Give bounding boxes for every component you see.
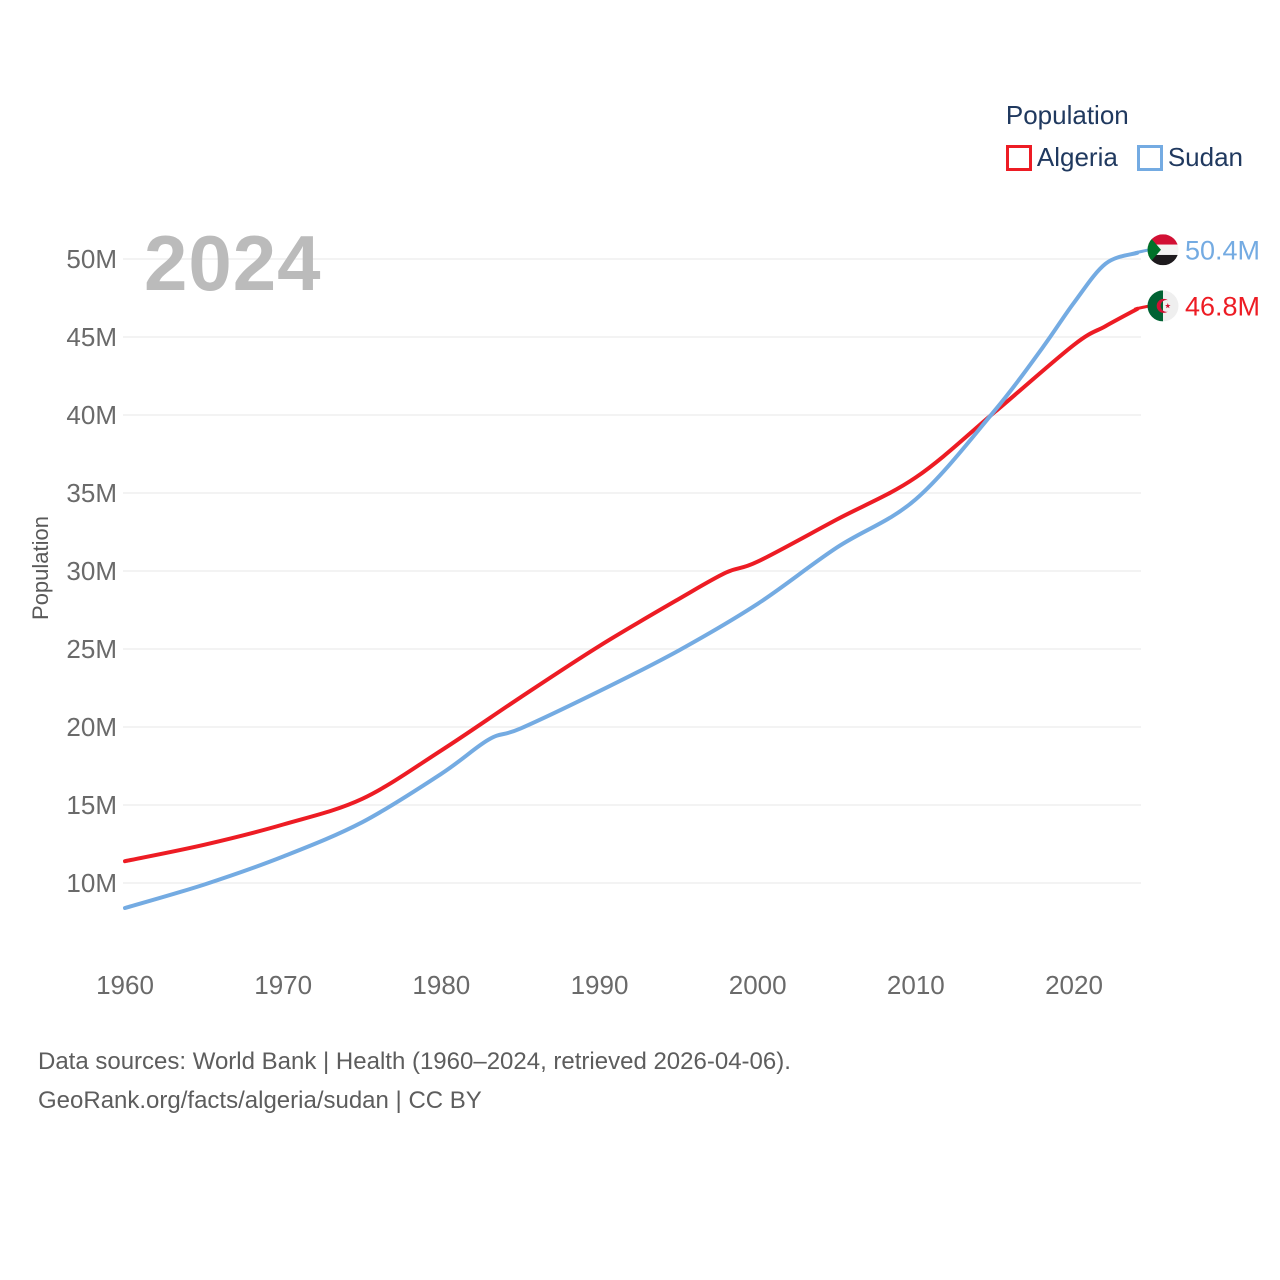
- series-lines: [123, 248, 1151, 910]
- sudan-flag-icon: [1147, 234, 1179, 266]
- x-tick-label: 1960: [96, 970, 154, 1000]
- y-axis-tick-labels: 10M 15M 20M 25M 30M 35M 40M 45M 50M: [66, 244, 117, 898]
- watermark-year: 2024: [144, 219, 322, 307]
- legend-item-algeria[interactable]: Algeria: [1005, 142, 1118, 173]
- y-axis-title: Population: [28, 516, 53, 620]
- algeria-flag-icon: [1147, 290, 1179, 322]
- x-tick-label: 1980: [412, 970, 470, 1000]
- legend-label: Algeria: [1036, 142, 1118, 172]
- legend-item-sudan[interactable]: Sudan: [1136, 142, 1243, 173]
- footer-data-sources: Data sources: World Bank | Health (1960–…: [38, 1048, 791, 1075]
- footer: Data sources: World Bank | Health (1960–…: [38, 1042, 791, 1120]
- y-tick-label: 50M: [66, 244, 117, 274]
- algeria-end-value-label: 46.8M: [1185, 291, 1260, 321]
- legend-swatch-algeria: [1005, 144, 1032, 171]
- x-tick-label: 2010: [887, 970, 945, 1000]
- x-tick-label: 2000: [729, 970, 787, 1000]
- legend-label: Sudan: [1167, 142, 1243, 172]
- gridlines: [123, 258, 1141, 884]
- y-tick-label: 35M: [66, 478, 117, 508]
- legend-title: Population: [1005, 100, 1129, 130]
- sudan-end-value-label: 50.4M: [1185, 235, 1260, 265]
- footer-attribution: GeoRank.org/facts/algeria/sudan | CC BY: [38, 1087, 482, 1114]
- algeria-star: [1165, 303, 1171, 309]
- y-tick-label: 15M: [66, 790, 117, 820]
- y-tick-label: 25M: [66, 634, 117, 664]
- population-line-chart: 10M 15M 20M 25M 30M 35M 40M 45M 50M 1960 1970 1980…: [66, 234, 1260, 1000]
- x-axis-tick-labels: 1960 1970 1980 1990 2000 2010 2020: [96, 970, 1103, 1000]
- y-tick-label: 10M: [66, 868, 117, 898]
- legend: Population Algeria Sudan: [1005, 100, 1243, 173]
- legend-swatch-sudan: [1136, 144, 1163, 171]
- algeria-series-line: [123, 306, 1140, 864]
- y-tick-label: 40M: [66, 400, 117, 430]
- y-tick-label: 45M: [66, 322, 117, 352]
- x-tick-label: 1990: [571, 970, 629, 1000]
- x-tick-label: 2020: [1045, 970, 1103, 1000]
- y-tick-label: 20M: [66, 712, 117, 742]
- y-tick-label: 30M: [66, 556, 117, 586]
- x-tick-label: 1970: [254, 970, 312, 1000]
- legend-items: Algeria Sudan: [1005, 142, 1243, 173]
- sudan-series-line: [123, 250, 1140, 910]
